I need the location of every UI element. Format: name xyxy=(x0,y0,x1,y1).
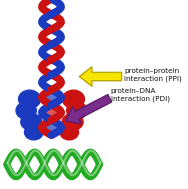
Ellipse shape xyxy=(45,107,58,119)
Text: protein–DNA
interaction (PDI): protein–DNA interaction (PDI) xyxy=(111,88,170,102)
Ellipse shape xyxy=(62,90,84,108)
Ellipse shape xyxy=(60,125,79,140)
Ellipse shape xyxy=(24,125,43,140)
Ellipse shape xyxy=(19,90,41,108)
Ellipse shape xyxy=(45,120,58,131)
Ellipse shape xyxy=(21,114,42,130)
Ellipse shape xyxy=(62,114,83,130)
Ellipse shape xyxy=(16,102,36,119)
Ellipse shape xyxy=(67,102,87,119)
Text: protein–protein
interaction (PPI): protein–protein interaction (PPI) xyxy=(124,68,182,82)
Ellipse shape xyxy=(45,94,58,107)
